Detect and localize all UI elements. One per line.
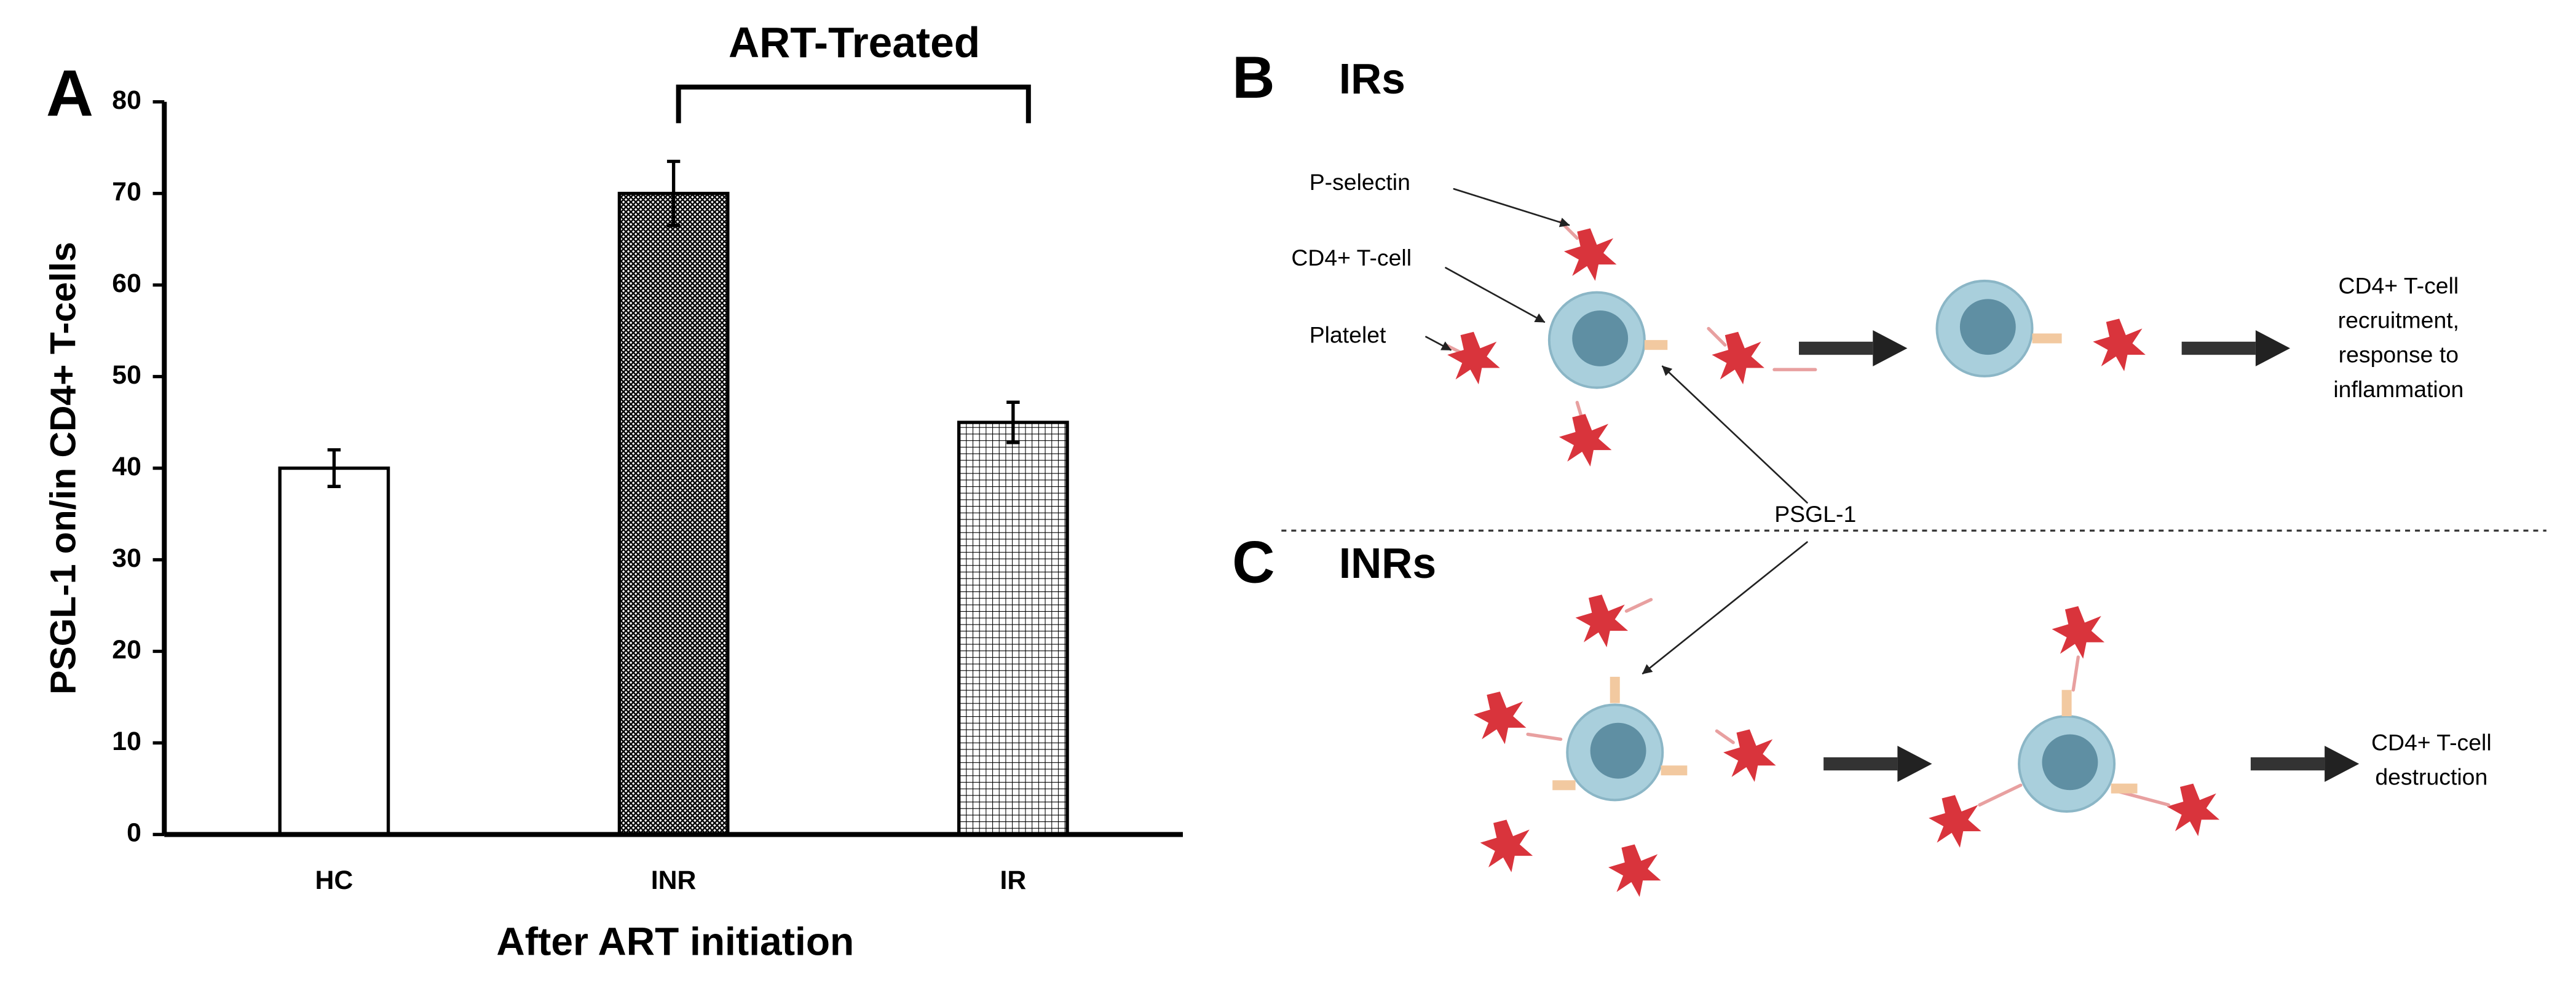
bar-chart: 0 10 20 30 40 50 60 70 80 HC INR IR [112,85,1183,895]
outcome: recruitment, [2338,307,2459,333]
y-tick-label: 80 [112,85,141,115]
panel-label: A [46,57,93,130]
bar [617,191,730,837]
bracket [676,84,1031,124]
outcome: response to [2339,342,2459,368]
x-tick-label: INR [651,866,697,895]
panel-label: B [1232,45,1274,111]
y-tick-label: 40 [112,452,141,481]
y-axis-label: PSGL-1 on/in CD4+ T-cells [43,242,83,694]
label: CD4+ T-cell [1291,245,1412,270]
x-tick-label: IR [1000,866,1026,895]
bar [278,466,390,837]
panel-label: C [1232,529,1274,595]
outcome: inflammation [2333,376,2463,402]
y-tick-label: 30 [112,543,141,573]
x-tick-label: HC [315,866,354,895]
y-tick-label: 50 [112,360,141,390]
y-tick-label: 70 [112,177,141,207]
y-tick-label: 0 [127,818,141,848]
illustration [1425,188,2360,897]
label: Platelet [1310,322,1386,348]
panel-title: IRs [1339,55,1405,103]
y-tick-label: 60 [112,269,141,298]
panel-title: INRs [1339,539,1436,587]
x-axis-label: After ART initiation [496,919,854,963]
bar [957,420,1069,837]
y-tick-label: 20 [112,635,141,665]
annotation: ART-Treated [729,18,980,66]
y-tick-label: 10 [112,727,141,756]
outcome: destruction [2375,764,2487,789]
outcome: CD4+ T-cell [2339,272,2459,298]
outcome: CD4+ T-cell [2371,729,2492,755]
label: PSGL-1 [1774,501,1856,527]
label: P-selectin [1310,169,1410,195]
